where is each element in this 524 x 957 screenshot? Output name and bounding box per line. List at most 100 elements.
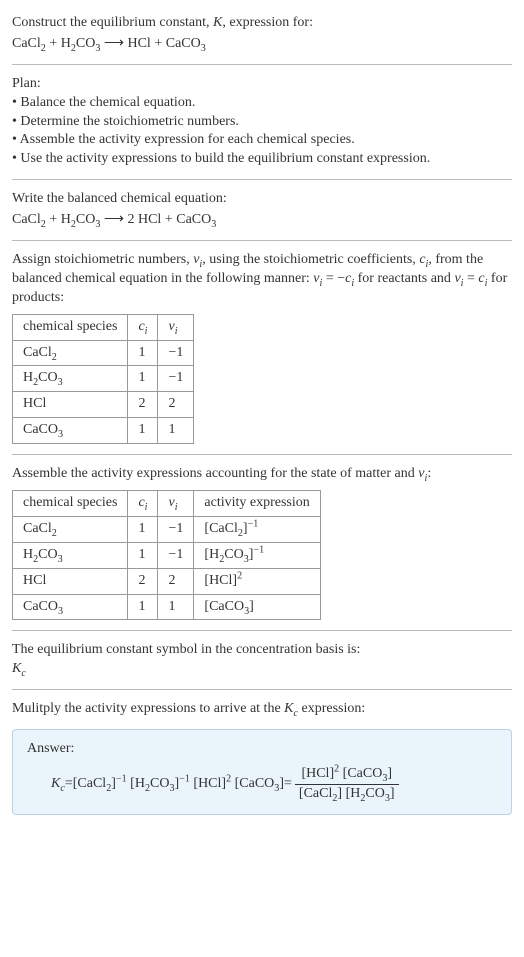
- assemble-section: Assemble the activity expressions accoun…: [12, 465, 512, 620]
- t: K: [12, 661, 21, 676]
- numerator: [HCl]2 [CaCO3]: [295, 765, 399, 785]
- cell-nu: −1: [158, 340, 194, 366]
- table-header-row: chemical species ci νi activity expressi…: [13, 491, 321, 517]
- denominator: [CaCl2] [H2CO3]: [295, 785, 399, 804]
- table-row: HCl 2 2 [HCl]2: [13, 568, 321, 594]
- kc-symbol: Kc: [51, 775, 65, 794]
- kc-symbol-section: The equilibrium constant symbol in the c…: [12, 641, 512, 679]
- assign-section: Assign stoichiometric numbers, νi, using…: [12, 251, 512, 444]
- plus: +: [46, 36, 61, 51]
- arrow: ⟶: [100, 212, 127, 227]
- t: CaCl: [23, 345, 52, 360]
- s: 3: [169, 783, 174, 794]
- cell-species: CaCl2: [13, 340, 128, 366]
- s: 3: [274, 783, 279, 794]
- plan-section: Plan: • Balance the chemical equation. •…: [12, 75, 512, 169]
- t: =: [65, 775, 73, 794]
- cell-species: HCl: [13, 392, 128, 418]
- cell-species: H2CO3: [13, 542, 128, 568]
- nu-symbol: νi: [193, 252, 202, 267]
- s: 2: [332, 793, 337, 804]
- s: i: [175, 325, 178, 336]
- cell-nu: −1: [158, 516, 194, 542]
- t: CaCl: [304, 786, 333, 801]
- cell-c: 1: [128, 542, 158, 568]
- t: K: [284, 701, 293, 716]
- t: for reactants and: [354, 271, 454, 286]
- kc-symbol: Kc: [284, 701, 298, 716]
- t: Assemble the activity expressions accoun…: [12, 466, 418, 481]
- divider: [12, 240, 512, 241]
- t: CaCl: [12, 36, 41, 51]
- t: CO: [150, 776, 169, 791]
- t: CO: [365, 786, 384, 801]
- t: H: [61, 212, 71, 227]
- t: H: [61, 36, 71, 51]
- t: CaCO: [23, 422, 58, 437]
- multiply-section: Mulitply the activity expressions to arr…: [12, 700, 512, 719]
- coef: 2: [127, 212, 134, 227]
- s: 3: [58, 377, 63, 388]
- rel1: νi: [313, 271, 322, 286]
- t: CO: [38, 547, 57, 562]
- plus: +: [46, 212, 61, 227]
- s: i: [145, 502, 148, 513]
- plus: +: [161, 212, 176, 227]
- stoich-table-2: chemical species ci νi activity expressi…: [12, 490, 321, 620]
- kc-symbol-text: The equilibrium constant symbol in the c…: [12, 641, 512, 660]
- table-row: CaCl2 1 −1: [13, 340, 194, 366]
- col-nui: νi: [158, 314, 194, 340]
- t: HCl: [306, 766, 329, 781]
- cell-c: 1: [128, 366, 158, 392]
- s: 3: [382, 773, 387, 784]
- col-species: chemical species: [13, 491, 128, 517]
- t: CaCO: [347, 766, 382, 781]
- plus: +: [151, 36, 166, 51]
- t: H: [135, 776, 145, 791]
- cell-activity: [CaCO3]: [194, 594, 320, 620]
- t: H: [23, 370, 33, 385]
- s: 3: [385, 793, 390, 804]
- table-row: H2CO3 1 −1 [H2CO3]−1: [13, 542, 321, 568]
- plan-item: • Assemble the activity expression for e…: [12, 131, 512, 150]
- exp: −1: [253, 544, 264, 555]
- cell-c: 1: [128, 594, 158, 620]
- t: CaCO: [239, 776, 274, 791]
- answer-label: Answer:: [27, 740, 497, 759]
- species-h2co3: H2CO3: [61, 36, 101, 51]
- divider: [12, 630, 512, 631]
- cell-c: 1: [128, 340, 158, 366]
- table-row: HCl 2 2: [13, 392, 194, 418]
- answer-box: Answer: Kc = [CaCl2]−1 [H2CO3]−1 [HCl]2 …: [12, 729, 512, 815]
- intro-text-b: , expression for:: [222, 15, 313, 30]
- cell-species: H2CO3: [13, 366, 128, 392]
- kc-expression: Kc = [CaCl2]−1 [H2CO3]−1 [HCl]2 [CaCO3] …: [27, 765, 497, 804]
- cell-c: 1: [128, 418, 158, 444]
- t: =: [463, 271, 478, 286]
- cell-c: 1: [128, 516, 158, 542]
- t: Mulitply the activity expressions to arr…: [12, 701, 284, 716]
- t: CO: [224, 547, 243, 562]
- term: [CaCO3]: [235, 775, 284, 794]
- s: 3: [244, 554, 249, 565]
- plan-item: • Balance the chemical equation.: [12, 94, 512, 113]
- divider: [12, 64, 512, 65]
- term: [HCl]2: [193, 775, 231, 794]
- stoich-table-1: chemical species ci νi CaCl2 1 −1 H2CO3 …: [12, 314, 194, 444]
- s: i: [175, 502, 178, 513]
- s: 2: [106, 783, 111, 794]
- term: [H2CO3]−1: [130, 775, 190, 794]
- cell-species: CaCO3: [13, 594, 128, 620]
- table-row: CaCO3 1 1 [CaCO3]: [13, 594, 321, 620]
- species-caco3: CaCO3: [166, 36, 206, 51]
- s: 2: [238, 528, 243, 539]
- s: 2: [52, 351, 57, 362]
- c-symbol: ci: [419, 252, 428, 267]
- s: 2: [52, 528, 57, 539]
- s: 3: [211, 219, 216, 230]
- plan-item: • Determine the stoichiometric numbers.: [12, 113, 512, 132]
- s: 3: [58, 605, 63, 616]
- cell-activity: [CaCl2]−1: [194, 516, 320, 542]
- cell-c: 2: [128, 392, 158, 418]
- intro-text-a: Construct the equilibrium constant,: [12, 15, 213, 30]
